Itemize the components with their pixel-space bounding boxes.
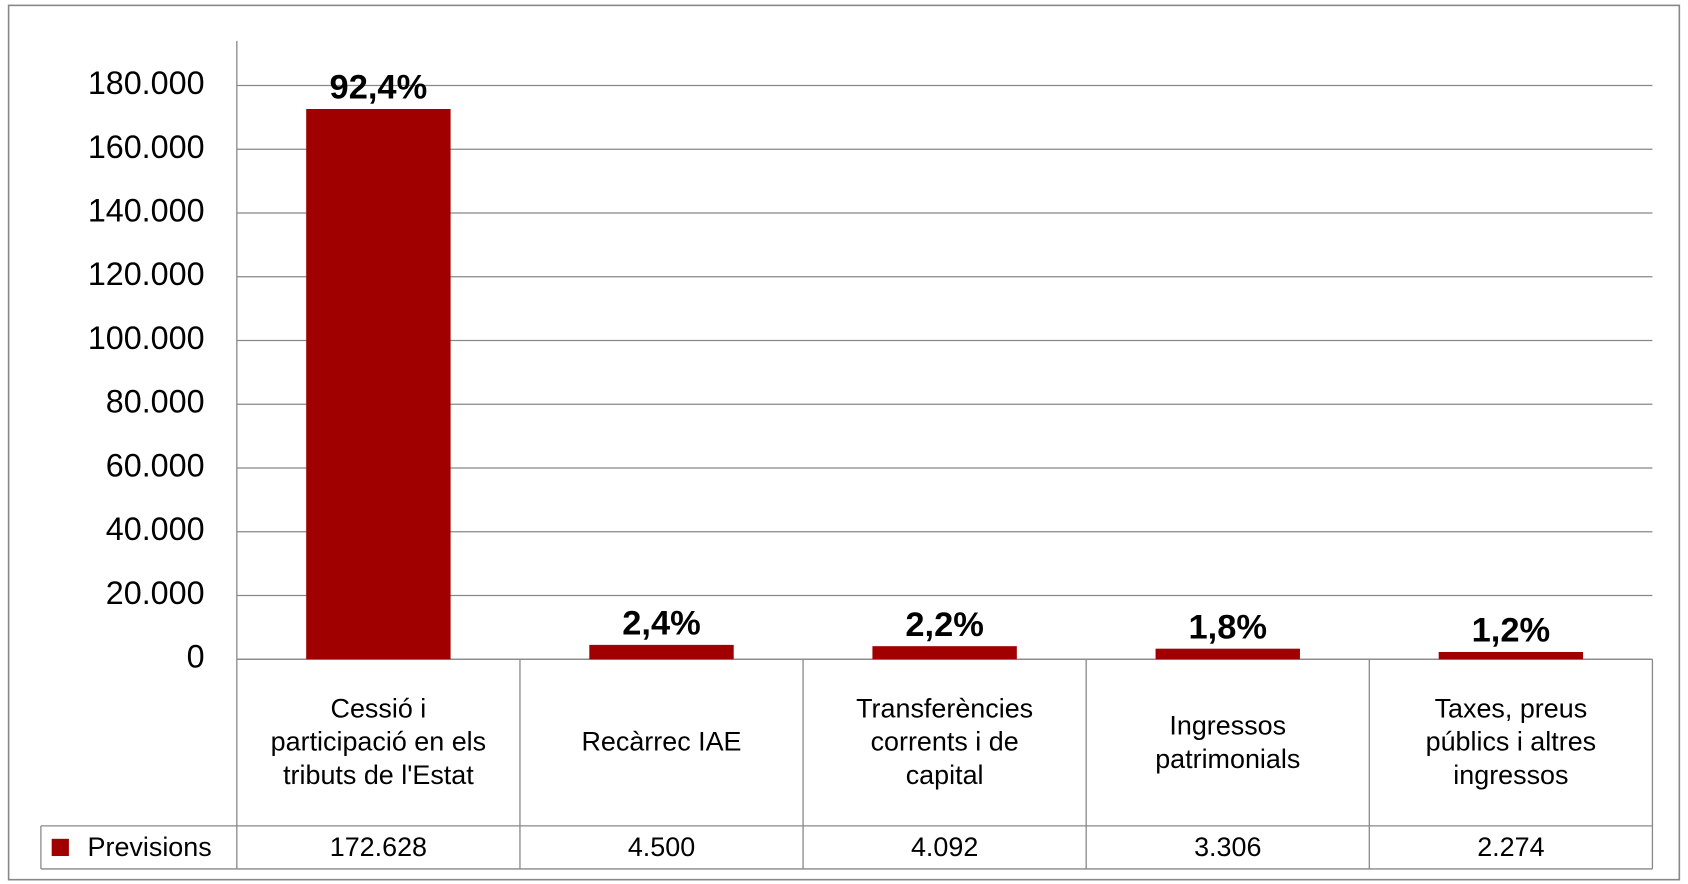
share-label: 1,2% [1472, 612, 1551, 650]
share-label: 1,8% [1188, 608, 1267, 646]
chart-border [7, 4, 1681, 881]
y-tick-label: 80.000 [106, 384, 205, 420]
y-tick-label: 180.000 [88, 65, 205, 101]
y-tick-label: 40.000 [106, 511, 205, 547]
bar [306, 108, 451, 660]
share-label: 2,2% [905, 606, 984, 644]
bar [1155, 648, 1300, 660]
bar [589, 644, 734, 660]
bar [872, 646, 1017, 660]
y-tick-label: 60.000 [106, 448, 205, 484]
y-tick-label: 100.000 [88, 320, 205, 356]
y-tick-label: 0 [187, 639, 205, 675]
share-label: 2,4% [622, 605, 701, 643]
x-category-label: Cessió i participació en els tributs de … [270, 693, 487, 791]
x-category-label: Taxes, preus públics i altres ingressos [1425, 693, 1597, 791]
bar [1438, 651, 1584, 660]
table-value: 4.500 [627, 831, 696, 862]
x-category-label: Ingressos patrimonials [1155, 710, 1301, 774]
x-category-label: Transferències corrents i de capital [856, 693, 1034, 791]
table-value: 3.306 [1194, 831, 1262, 862]
legend-label: Previsions [87, 831, 212, 862]
legend-swatch [51, 838, 69, 857]
y-tick-label: 140.000 [88, 193, 205, 229]
share-label: 92,4% [330, 69, 428, 107]
y-tick-label: 120.000 [88, 256, 205, 292]
y-tick-label: 20.000 [106, 575, 205, 611]
x-category-label: Recàrrec IAE [581, 726, 742, 758]
table-value: 172.628 [329, 831, 428, 862]
y-tick-label: 160.000 [88, 129, 205, 165]
table-value: 4.092 [910, 831, 979, 862]
table-value: 2.274 [1477, 831, 1545, 862]
